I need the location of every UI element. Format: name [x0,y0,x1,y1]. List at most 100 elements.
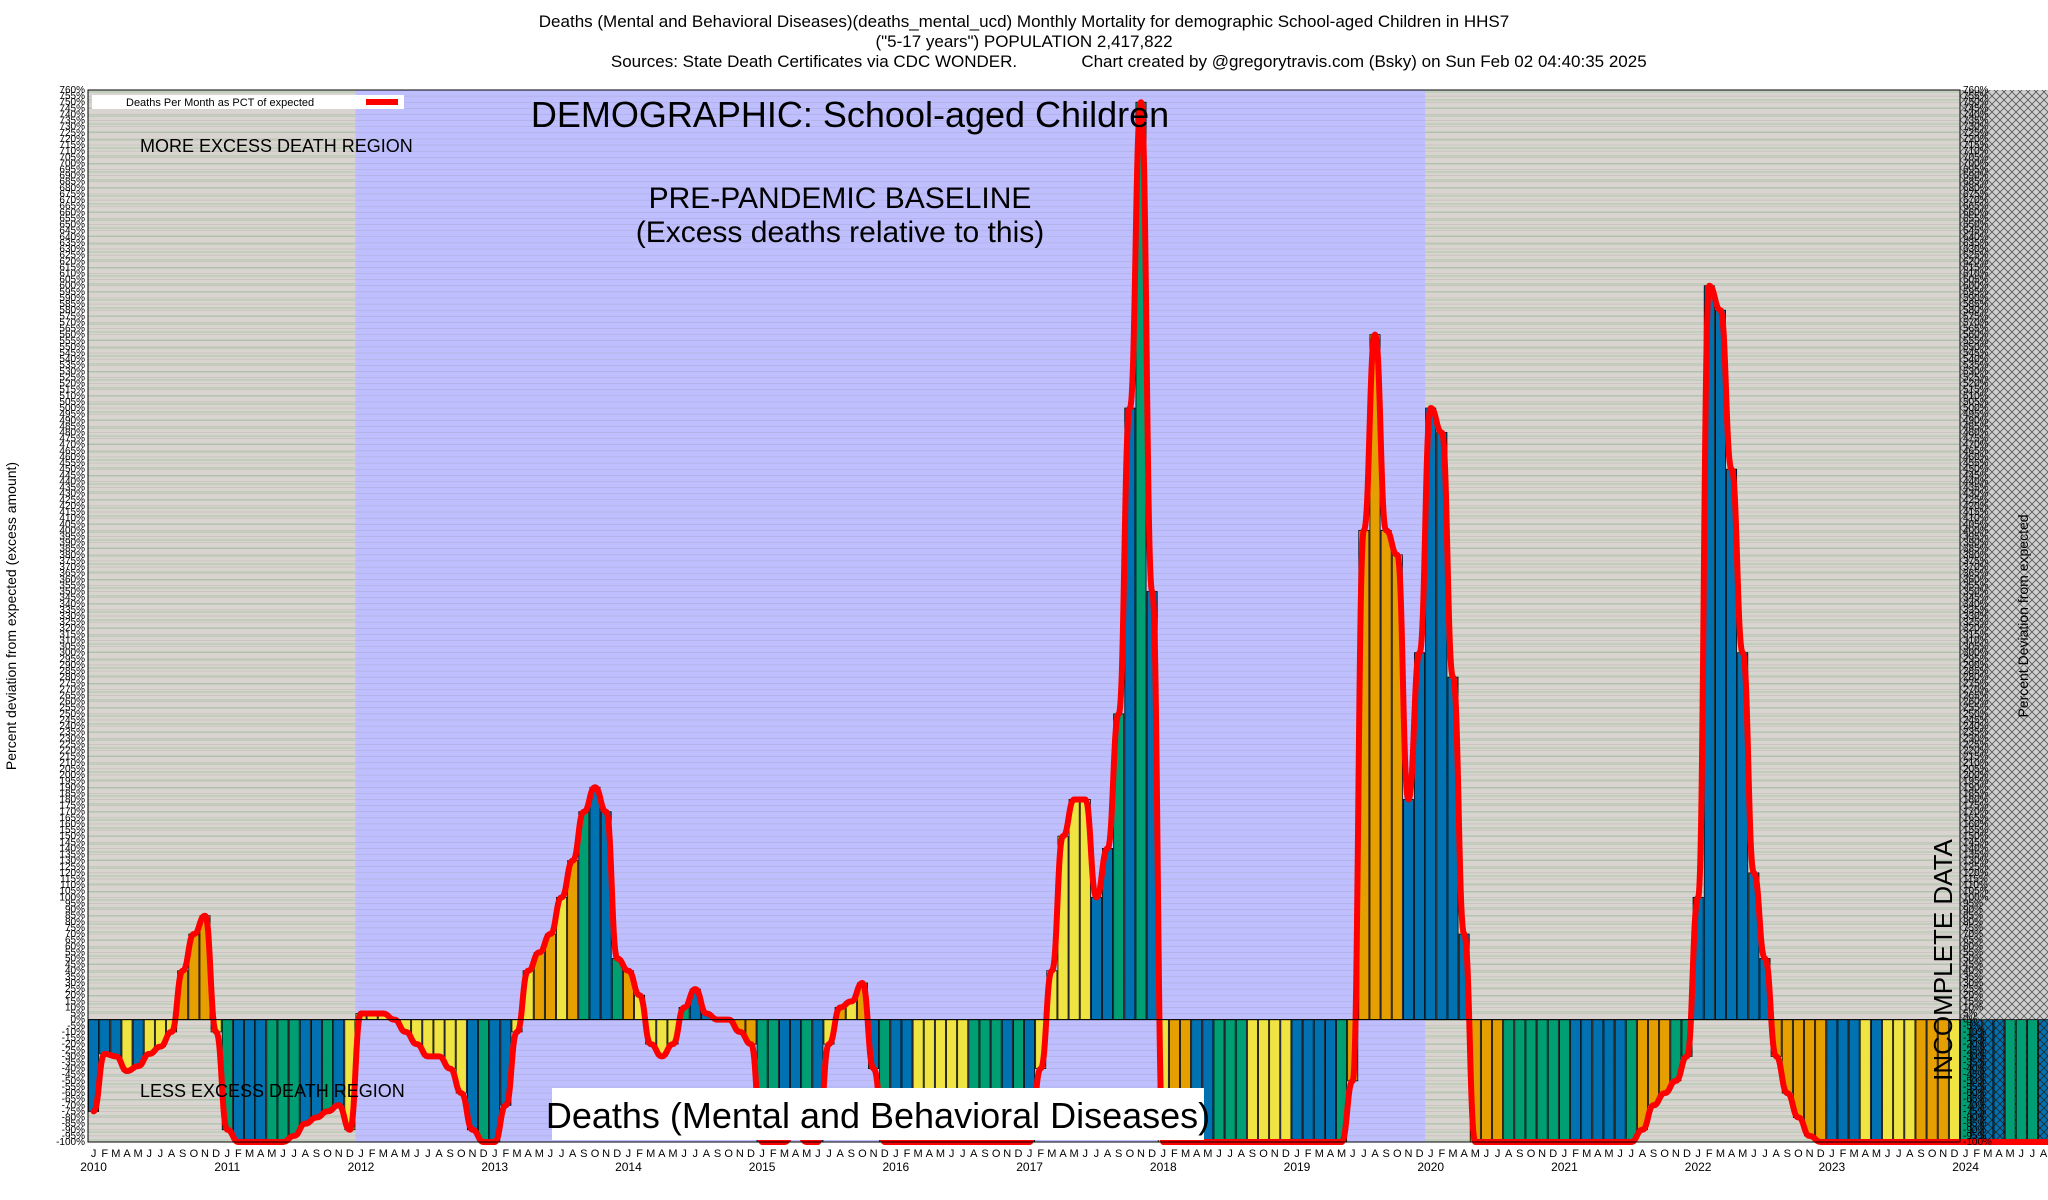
y-tick-label-left: 680% [59,183,85,194]
y-tick-label-right: 740% [1963,109,1989,120]
x-tick-month: N [1806,1148,1814,1160]
x-tick-month: A [123,1148,131,1160]
y-tick-label-left: 660% [59,207,85,218]
x-tick-month: M [1983,1148,1992,1160]
y-tick-label-left: 280% [59,672,85,683]
bar [1826,1019,1838,1143]
y-tick-label-left: 225% [59,739,85,750]
y-tick-label-right: 105% [1963,886,1989,897]
y-tick-label-left: 115% [60,874,85,885]
x-tick-month: A [1505,1148,1513,1160]
y-tick-label-left: -45% [62,1070,85,1081]
y-tick-label-right: 100% [1963,892,1989,903]
bar [1480,1019,1492,1143]
x-tick-month: J [2019,1148,2025,1160]
y-tick-label-left: 645% [59,226,85,237]
y-tick-label-left: 215% [59,752,85,763]
x-tick-month: M [245,1148,254,1160]
x-tick-month: F [1840,1148,1847,1160]
y-tick-label-left: 20% [65,990,85,1001]
y-tick-label-left: 650% [59,220,85,231]
bar [433,1019,445,1057]
y-tick-label-right: 225% [1963,739,1989,750]
bar [589,786,601,1021]
x-tick-month: O [992,1148,1001,1160]
x-tick-month: O [190,1148,199,1160]
x-tick-month: S [1249,1148,1256,1160]
y-tick-label-left: 620% [59,256,85,267]
bar [1570,1019,1582,1143]
y-tick-label-right: 5% [1963,1009,1978,1020]
y-tick-label-right: -60% [1963,1088,1986,1099]
y-tick-label-right: -55% [1963,1082,1986,1093]
x-tick-month: A [703,1148,711,1160]
y-tick-label-right: 155% [1963,825,1989,836]
x-tick-month: J [280,1148,286,1160]
x-tick-month: J [759,1148,765,1160]
y-tick-label-left: 300% [59,648,85,659]
x-tick-year: 2019 [1284,1160,1311,1174]
y-tick-label-left: 325% [59,617,85,628]
axes: -100% -100%-95% -95%-90% -90%-85% -85%-80% -8… [3,85,2048,1174]
x-tick-month: O [1126,1148,1135,1160]
bar [288,1019,300,1137]
y-tick-label-left: 180% [59,794,85,805]
y-tick-label-left: 655% [59,213,85,224]
x-tick-month: A [1728,1148,1736,1160]
y-tick-label-left: 470% [59,440,85,451]
x-tick-month: A [435,1148,443,1160]
y-tick-label-right: 190% [1963,782,1989,793]
y-tick-label-right: 560% [1963,330,1989,341]
x-tick-month: N [1672,1148,1680,1160]
y-tick-label-right: 495% [1963,409,1989,420]
y-tick-label-right: -100% [1963,1137,1992,1148]
y-tick-label-left: 90% [65,905,85,916]
y-tick-label-right: 475% [1963,434,1989,445]
y-tick-label-right: 605% [1963,275,1989,286]
bar [99,1019,111,1055]
bar [1915,1019,1927,1143]
y-tick-label-right: 315% [1963,629,1989,640]
y-tick-label-left: 170% [59,807,85,818]
bar [1235,1019,1247,1143]
y-tick-label-left: 390% [59,538,85,549]
y-axis-label-right: Percent Deviation from expected [2015,514,2031,717]
x-tick-month: J [291,1148,297,1160]
y-tick-label-right: 375% [1963,556,1989,567]
y-tick-label-right: 245% [1963,715,1989,726]
y-tick-label-right: 620% [1963,256,1989,267]
y-tick-label-left: 255% [59,703,85,714]
x-tick-month: N [201,1148,209,1160]
x-tick-month: A [658,1148,666,1160]
x-tick-month: O [1527,1148,1536,1160]
y-tick-label-right: 165% [1963,813,1989,824]
x-tick-month: J [1829,1148,1835,1160]
y-tick-label-left: 370% [59,562,85,573]
y-tick-label-right: 685% [1963,177,1989,188]
y-tick-label-right: 735% [1963,116,1989,127]
bar [2026,1019,2038,1143]
x-tick-month: S [580,1148,587,1160]
x-tick-month: J [815,1148,821,1160]
y-tick-label-right: 265% [1963,691,1989,702]
y-tick-label-left: 495% [59,409,85,420]
y-tick-label-right: -65% [1963,1094,1986,1105]
y-tick-label-right: 120% [1963,868,1989,879]
y-tick-label-left: 475% [59,434,85,445]
bar [310,1019,322,1118]
x-tick-month: M [1203,1148,1212,1160]
y-tick-label-right: 650% [1963,220,1989,231]
y-tick-label-right: 655% [1963,213,1989,224]
bar [1592,1019,1604,1143]
x-tick-month: J [158,1148,164,1160]
y-tick-label-right: 705% [1963,152,1989,163]
x-tick-month: N [870,1148,878,1160]
y-tick-label-left: 745% [59,103,85,114]
x-tick-month: N [335,1148,343,1160]
y-tick-label-right: 435% [1963,483,1989,494]
y-tick-label-right: 395% [1963,531,1989,542]
bar [2038,1019,2048,1143]
y-tick-label-left: 125% [59,862,85,873]
x-tick-month: J [425,1148,431,1160]
y-tick-label-right: 200% [1963,770,1989,781]
